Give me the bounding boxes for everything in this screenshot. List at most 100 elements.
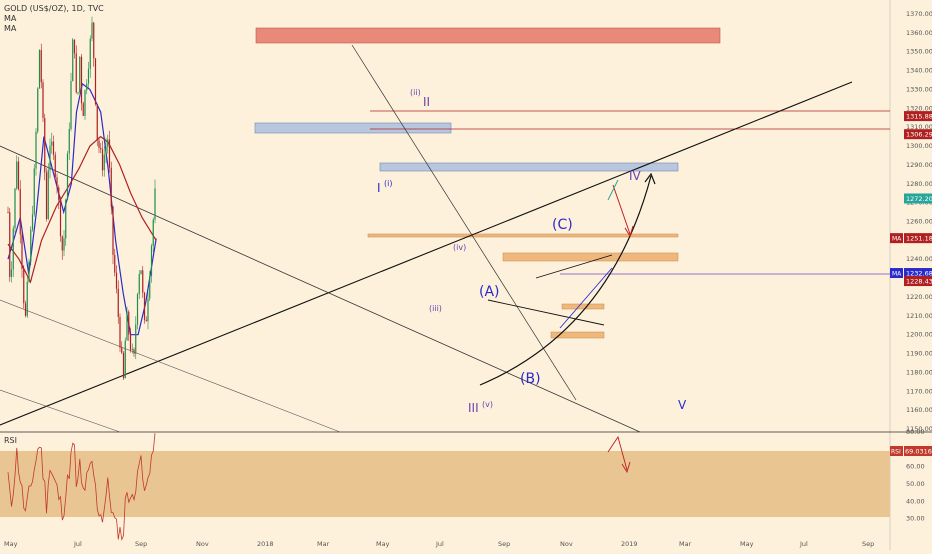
x-tick-label: Mar	[679, 540, 692, 548]
candle-body	[94, 58, 97, 105]
price-labels: 1315.88 1306.29 1272.20 1251.18 MA 1232.68 MA 1…	[890, 111, 932, 457]
candle-body	[61, 236, 63, 251]
symbol-title: GOLD (US$/OZ), 1D, TVC	[4, 4, 104, 13]
blue-trendline[interactable]	[559, 267, 613, 329]
candle-body	[12, 228, 14, 270]
x-tick-label: Nov	[196, 540, 209, 548]
candle-body	[70, 81, 72, 130]
candle-body	[45, 172, 48, 220]
price-tick-label: 1260.00	[906, 218, 932, 226]
candle-body	[68, 129, 70, 154]
candle-body	[145, 319, 147, 322]
price-label-box	[904, 268, 932, 279]
level-zone-3[interactable]	[561, 303, 605, 310]
rising-trendline[interactable]	[0, 81, 853, 426]
candle-body	[143, 292, 146, 320]
wave-label: (C)	[552, 217, 573, 233]
triangle-upper-line[interactable]	[487, 299, 605, 326]
price-tick-label: 1280.00	[906, 180, 932, 188]
rsi-projection-arrow	[607, 435, 628, 471]
projection-arc[interactable]	[479, 175, 652, 386]
price-tick-label: 1180.00	[906, 368, 932, 376]
x-axis-labels: May Jul Sep Nov 2018 Mar May Jul Sep Nov 2019 Mar Ma…	[4, 540, 874, 548]
candle-body	[129, 334, 132, 350]
indicator-label-1[interactable]: MA	[4, 14, 17, 23]
level-zone-4[interactable]	[550, 331, 605, 339]
candle-body	[128, 311, 130, 335]
candle-body	[154, 188, 156, 220]
price-label-value: 1272.20	[906, 195, 932, 203]
price-tick-label: 1290.00	[906, 161, 932, 169]
projection-arrowhead	[644, 172, 656, 185]
candle-body	[19, 189, 21, 235]
ma-tag-box	[890, 268, 903, 279]
price-tick-label: 1300.00	[906, 142, 932, 150]
candle-body	[63, 238, 65, 251]
candle-body	[86, 83, 88, 91]
target-zone[interactable]	[379, 162, 679, 172]
x-tick-label: May	[740, 540, 754, 548]
candle-body	[49, 145, 51, 171]
triangle-line-2[interactable]	[535, 254, 613, 279]
candle-body	[58, 187, 60, 200]
rsi-tick-label: 60.00	[906, 463, 925, 471]
candle-body	[47, 170, 49, 220]
candle-body	[135, 324, 137, 354]
x-tick-label: Nov	[560, 540, 573, 548]
wave-label: V	[678, 398, 687, 412]
candle-body	[28, 261, 30, 282]
candle-body	[9, 212, 11, 277]
price-tick-label: 1210.00	[906, 312, 932, 320]
candle-body	[82, 103, 84, 116]
candle-body	[80, 56, 83, 104]
level-zone-2[interactable]	[502, 252, 679, 262]
wave-label: (iii)	[429, 304, 442, 313]
x-tick-label: Sep	[498, 540, 510, 548]
wave-label: III	[468, 401, 479, 415]
lower-channel-line-2[interactable]	[0, 389, 121, 433]
rsi-label[interactable]: RSI	[4, 436, 17, 445]
candle-body	[84, 90, 86, 116]
rsi-projection-arrowhead	[621, 461, 631, 474]
candle-body	[75, 53, 77, 93]
candle-body	[54, 154, 56, 178]
indicator-label-2[interactable]: MA	[4, 24, 17, 33]
x-tick-label: Sep	[862, 540, 874, 548]
price-tick-label: 1160.00	[906, 406, 932, 414]
rsi-value-label: 69.0316	[905, 448, 932, 456]
x-tick-label: Mar	[317, 540, 330, 548]
candle-body	[112, 206, 114, 255]
resistance-zone[interactable]	[255, 27, 721, 44]
candle-body	[89, 38, 91, 69]
level-zone-1[interactable]	[367, 233, 679, 238]
wave-label: (i)	[384, 179, 392, 188]
red-drop-arrow[interactable]	[612, 184, 631, 235]
support-zone-upper[interactable]	[254, 122, 452, 134]
moving-average-line-2[interactable]	[7, 135, 157, 284]
candle-body	[7, 212, 9, 213]
red-drop-arrowhead	[624, 225, 634, 238]
trendlines-layer	[0, 44, 853, 433]
wave-label: (A)	[479, 284, 500, 300]
candle-body	[114, 254, 116, 273]
x-tick-label: Jul	[435, 540, 444, 548]
ma-tag-box	[890, 233, 903, 244]
wave-decline-line[interactable]	[351, 44, 577, 401]
candle-body	[119, 317, 121, 348]
candle-body	[126, 311, 128, 341]
price-tick-label: 1340.00	[906, 67, 932, 75]
candle-body	[51, 141, 53, 146]
falling-trendline[interactable]	[0, 145, 641, 433]
candle-body	[16, 161, 18, 189]
lower-channel-line-1[interactable]	[0, 299, 341, 433]
candle-body	[98, 140, 100, 148]
ma-tag-label: MA	[892, 236, 902, 243]
candle-body	[87, 68, 90, 84]
candle-body	[147, 298, 149, 322]
candle-body	[107, 139, 109, 148]
price-pane	[0, 0, 890, 432]
wave-label: II	[423, 95, 430, 109]
candle-body	[26, 281, 28, 316]
rsi-line[interactable]	[7, 433, 156, 541]
